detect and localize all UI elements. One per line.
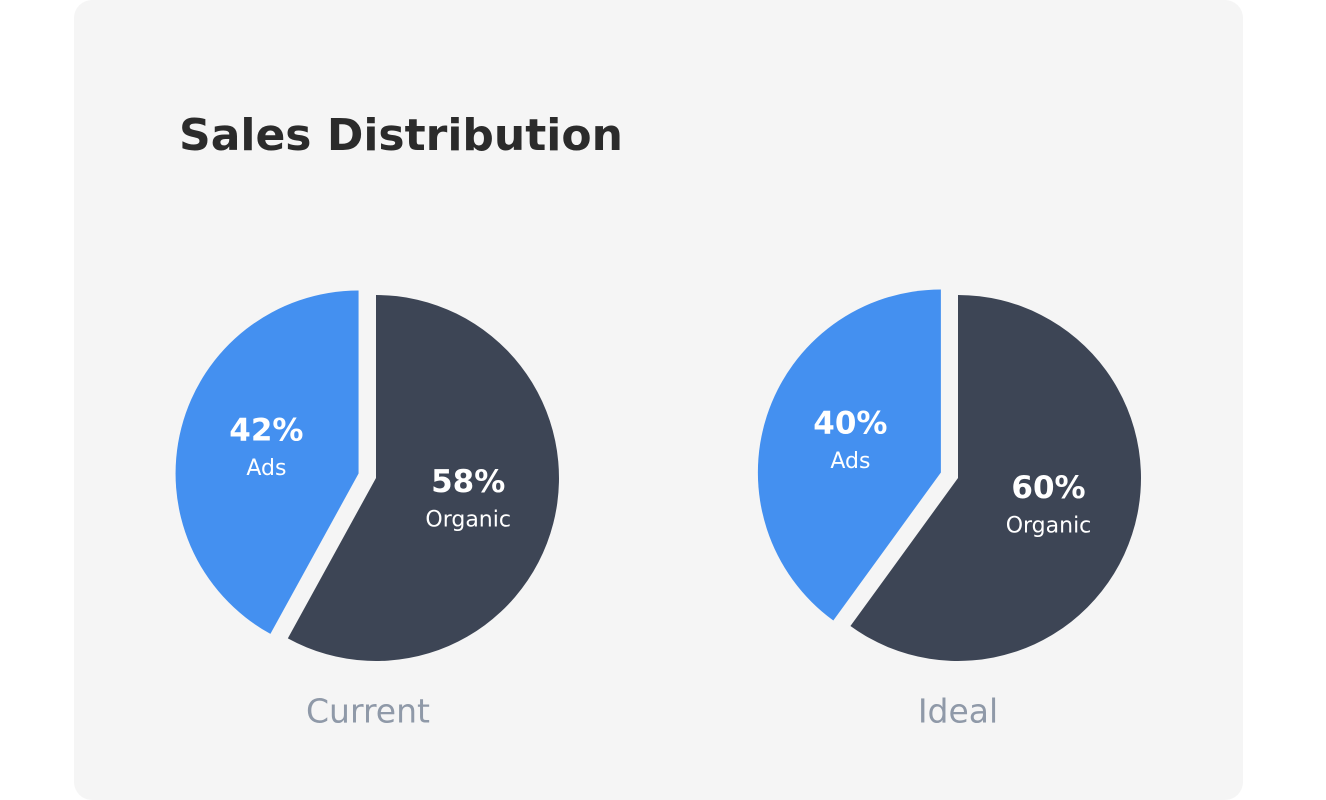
slice-label: Organic bbox=[425, 508, 511, 533]
slice-label: Ads bbox=[246, 456, 286, 481]
pie-slice bbox=[287, 295, 559, 661]
page-title: Sales Distribution bbox=[179, 110, 623, 161]
slice-label: Organic bbox=[1006, 513, 1092, 538]
value-label: 40% bbox=[813, 406, 887, 442]
charts: Sales Distribution 42% Ads 58% Organic Curre… bbox=[175, 110, 1141, 731]
pie-slice bbox=[850, 295, 1141, 661]
chart-caption: Current bbox=[306, 692, 430, 731]
pie-slice bbox=[757, 289, 941, 621]
pie-slice bbox=[175, 290, 359, 634]
chart-caption: Ideal bbox=[918, 692, 998, 731]
page: Sales Distribution 42% Ads 58% Organic Curre… bbox=[175, 110, 1141, 731]
value-label: 60% bbox=[1011, 470, 1085, 506]
value-label: 42% bbox=[229, 412, 303, 448]
slice-label: Ads bbox=[830, 449, 870, 474]
value-label: 58% bbox=[431, 464, 505, 500]
